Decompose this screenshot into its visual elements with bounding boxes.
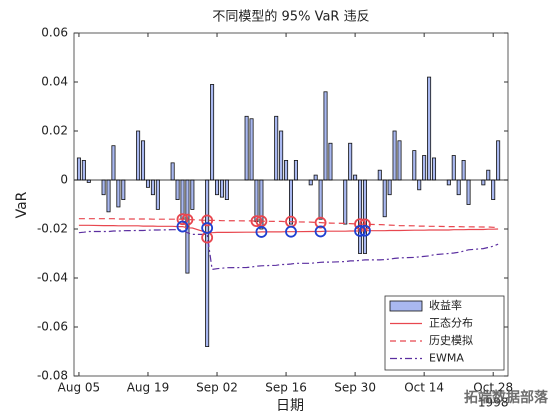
bar: [432, 157, 437, 181]
bar: [155, 179, 160, 210]
bar: [491, 179, 496, 201]
plot-frame: [73, 32, 509, 377]
bar: [215, 179, 220, 196]
x-tick-label: Aug 19: [127, 381, 170, 395]
bar: [249, 118, 254, 181]
legend-label: 历史模拟: [429, 333, 473, 347]
bar: [274, 115, 279, 181]
bar: [318, 179, 323, 220]
legend-label: 收益率: [429, 298, 462, 312]
violation-marker: [359, 224, 371, 237]
legend-swatch: [389, 300, 423, 312]
y-tick-label: 0: [60, 173, 68, 187]
violation-marker: [201, 222, 214, 234]
bar: [205, 179, 210, 348]
bar: [486, 169, 491, 181]
bar: [284, 159, 289, 181]
bar: [343, 179, 348, 225]
y-tick-label: -0.02: [37, 222, 68, 236]
x-tick-label: Aug 05: [58, 381, 101, 395]
bar: [328, 142, 333, 181]
line: [78, 229, 499, 271]
bar: [451, 155, 456, 181]
bar: [456, 179, 461, 196]
violation-marker: [285, 225, 297, 238]
bar: [392, 130, 397, 181]
bar: [81, 159, 86, 181]
line: [78, 218, 499, 228]
bar: [136, 130, 141, 181]
x-year-label: 1998: [478, 396, 509, 410]
bar: [417, 179, 422, 191]
bar: [106, 179, 111, 213]
bar: [397, 140, 402, 181]
bar: [387, 179, 392, 196]
bar: [362, 179, 367, 254]
violation-marker: [201, 214, 214, 227]
bar: [422, 155, 427, 181]
bar: [496, 140, 501, 181]
bar: [76, 157, 81, 181]
bar: [353, 174, 358, 181]
bar: [377, 169, 382, 181]
bar: [175, 179, 180, 201]
bar: [116, 179, 121, 208]
violation-marker: [255, 226, 268, 238]
bar: [224, 179, 229, 201]
legend-label: 正态分布: [429, 317, 473, 330]
bar: [466, 179, 471, 205]
y-axis-label: VaR: [14, 191, 30, 218]
y-tick-label: -0.08: [37, 369, 68, 383]
violation-marker: [314, 216, 327, 229]
y-tick-label: 0.02: [41, 124, 68, 138]
violation-marker: [176, 213, 189, 226]
y-tick-label: 0.04: [41, 75, 68, 89]
bar: [348, 142, 353, 181]
bar: [150, 179, 155, 196]
bar: [427, 76, 432, 181]
bar: [170, 162, 175, 181]
x-tick-label: Sep 30: [334, 381, 376, 395]
x-axis-label: 日期: [276, 398, 304, 414]
bar: [313, 174, 318, 181]
legend-label: EWMA: [429, 352, 464, 365]
x-tick-label: Sep 02: [196, 381, 238, 395]
x-tick-label: Oct 28: [473, 381, 513, 395]
chart-title: 不同模型的 95% VaR 违反: [212, 9, 369, 25]
bar: [190, 179, 195, 210]
y-tick-label: 0.06: [41, 26, 68, 40]
bar: [101, 179, 106, 196]
bar: [121, 179, 126, 201]
bar: [145, 179, 150, 188]
x-tick-label: Sep 16: [265, 381, 307, 395]
watermark: 拓端数据部落: [464, 389, 549, 406]
violation-marker: [314, 225, 327, 238]
x-tick-label: Oct 14: [404, 381, 444, 395]
bar: [210, 84, 215, 181]
bar: [446, 179, 451, 186]
violation-marker: [354, 225, 366, 237]
y-tick-label: -0.04: [37, 271, 68, 285]
bar: [219, 179, 224, 198]
line: [78, 224, 499, 234]
y-tick-label: -0.06: [37, 320, 68, 334]
bar: [461, 159, 466, 181]
bar: [293, 159, 298, 181]
bar: [141, 140, 146, 181]
bar: [412, 150, 417, 181]
bar: [382, 179, 387, 218]
bar: [323, 91, 328, 181]
bar: [358, 179, 363, 254]
bar: [481, 179, 486, 186]
bar: [279, 130, 284, 181]
bar: [111, 145, 116, 181]
violation-marker: [176, 220, 189, 233]
bar: [244, 115, 249, 181]
bar: [308, 179, 313, 186]
violation-marker: [250, 215, 263, 228]
